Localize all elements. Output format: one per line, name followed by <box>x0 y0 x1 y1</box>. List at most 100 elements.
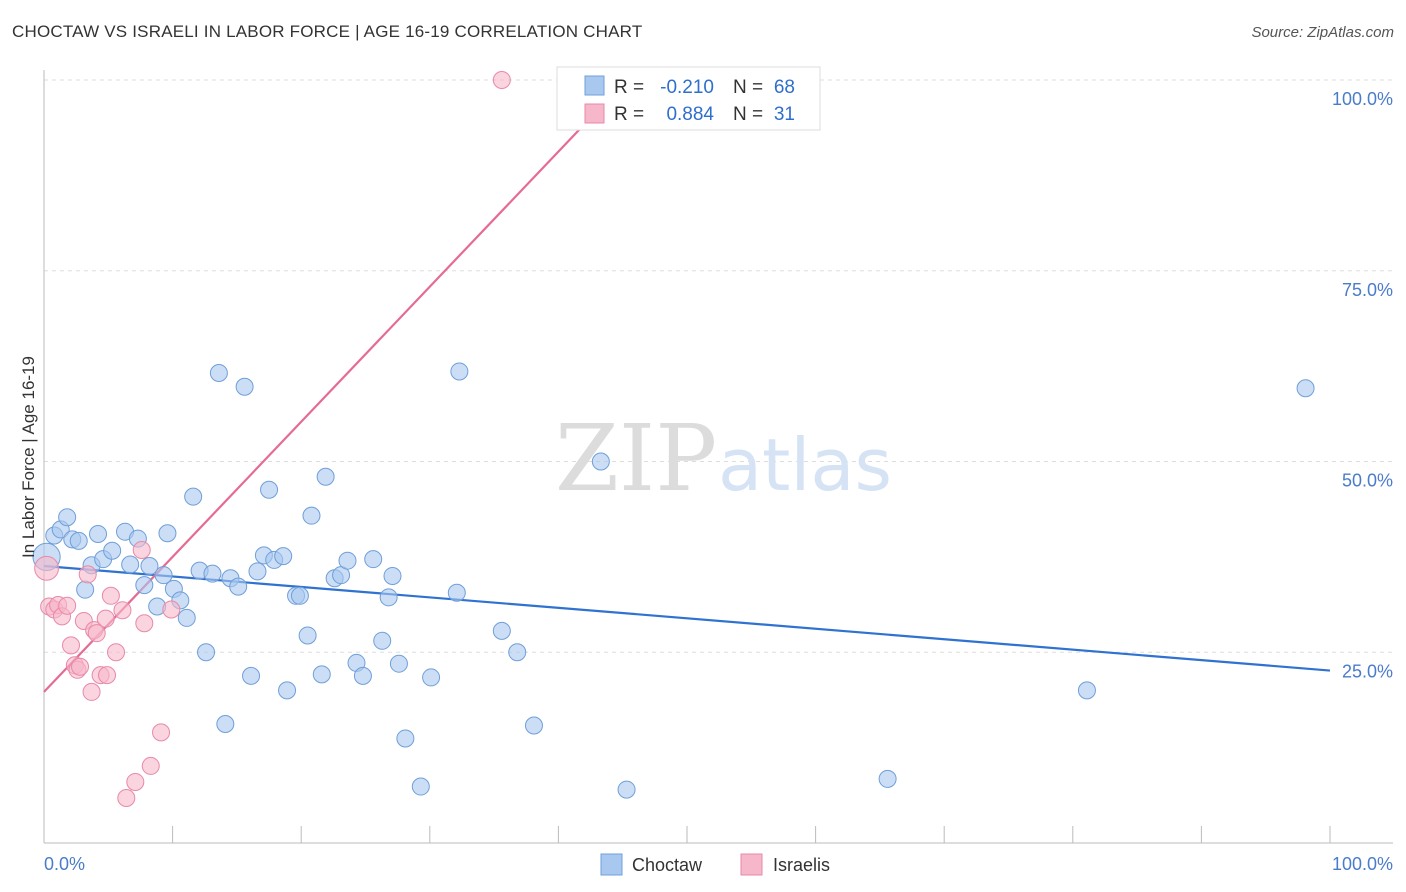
data-point-choctaw <box>447 583 466 602</box>
y-axis-label: In Labor Force | Age 16-19 <box>19 356 38 558</box>
data-point-israelis <box>71 657 90 676</box>
watermark-atlas: atlas <box>718 423 892 507</box>
legend-r-label-2: R = <box>614 104 644 125</box>
watermark-zip: ZIP <box>555 405 717 512</box>
data-point-choctaw <box>389 654 408 673</box>
data-point-choctaw <box>422 668 441 687</box>
data-point-choctaw <box>617 780 636 799</box>
data-point-choctaw <box>76 580 95 599</box>
x-tick-label-right: 100.0% <box>1332 854 1393 874</box>
data-point-choctaw <box>364 550 383 569</box>
data-point-choctaw <box>298 626 317 645</box>
legend-r-value-1: -0.210 <box>660 77 714 98</box>
data-point-choctaw <box>103 541 122 560</box>
watermark: ZIP atlas <box>555 405 892 512</box>
data-point-choctaw <box>235 377 254 396</box>
data-point-choctaw <box>248 562 267 581</box>
series-legend-swatch-israelis <box>740 853 763 876</box>
y-tick-label: 75.0% <box>1342 280 1393 300</box>
legend-box: R = -0.210 N = 68 R = 0.884 N = 31 <box>556 66 821 131</box>
data-point-israelis <box>34 555 59 581</box>
data-point-choctaw <box>383 566 402 585</box>
legend-n-label-2: N = <box>733 104 763 125</box>
trend-line-israelis <box>43 79 628 693</box>
data-point-choctaw <box>1077 681 1096 700</box>
data-point-israelis <box>135 614 154 633</box>
data-point-israelis <box>101 586 120 605</box>
data-point-choctaw <box>278 681 297 700</box>
data-point-choctaw <box>184 487 203 506</box>
y-tick-label: 50.0% <box>1342 471 1393 491</box>
series-legend-label-israelis: Israelis <box>773 855 830 875</box>
data-point-choctaw <box>450 362 469 381</box>
data-point-choctaw <box>158 524 177 543</box>
data-point-choctaw <box>353 666 372 685</box>
data-point-choctaw <box>1296 379 1315 398</box>
y-tick-label: 25.0% <box>1342 661 1393 681</box>
data-point-choctaw <box>197 643 216 662</box>
data-point-israelis <box>62 636 81 655</box>
data-point-choctaw <box>177 608 196 627</box>
x-tick-label-left: 0.0% <box>44 854 85 874</box>
data-point-choctaw <box>260 480 279 499</box>
data-point-israelis <box>152 723 171 742</box>
series-legend: Choctaw Israelis <box>600 853 830 876</box>
data-point-choctaw <box>58 508 77 527</box>
grid-lines <box>44 79 1393 653</box>
legend-swatch-israelis <box>584 103 605 124</box>
legend-swatch-choctaw <box>584 75 605 96</box>
axes <box>43 70 1393 844</box>
legend-r-label-1: R = <box>614 77 644 98</box>
data-point-israelis <box>126 772 145 791</box>
data-point-choctaw <box>121 555 140 574</box>
data-point-choctaw <box>492 621 511 640</box>
data-point-choctaw <box>140 557 159 576</box>
data-point-choctaw <box>69 531 88 550</box>
data-point-choctaw <box>203 564 222 583</box>
data-point-choctaw <box>89 524 108 543</box>
y-axis-tick-labels: 100.0% 75.0% 50.0% 25.0% <box>1332 89 1393 681</box>
data-points <box>32 71 1315 807</box>
data-point-israelis <box>113 601 132 620</box>
legend-r-value-2: 0.884 <box>666 104 714 125</box>
legend-n-value-1: 68 <box>774 77 795 98</box>
data-point-choctaw <box>242 666 261 685</box>
data-point-israelis <box>96 609 115 628</box>
data-point-choctaw <box>508 643 527 662</box>
data-point-israelis <box>117 788 136 807</box>
data-point-choctaw <box>591 452 610 471</box>
data-point-israelis <box>107 643 126 662</box>
data-point-israelis <box>492 71 511 89</box>
data-point-choctaw <box>373 631 392 650</box>
data-point-choctaw <box>229 577 248 596</box>
data-point-choctaw <box>878 769 897 788</box>
data-point-choctaw <box>154 566 173 585</box>
data-point-israelis <box>98 666 117 685</box>
data-point-choctaw <box>135 576 154 595</box>
trend-line-choctaw <box>43 564 1331 672</box>
data-point-choctaw <box>209 363 228 382</box>
data-point-choctaw <box>396 729 415 748</box>
data-point-choctaw <box>338 551 357 570</box>
data-point-israelis <box>78 565 97 584</box>
data-point-israelis <box>87 624 106 643</box>
chart-source: Source: ZipAtlas.com <box>1251 24 1394 41</box>
data-point-choctaw <box>302 506 321 525</box>
data-point-israelis <box>141 756 160 775</box>
data-point-choctaw <box>411 777 430 796</box>
series-legend-swatch-choctaw <box>600 853 623 876</box>
legend-n-label-1: N = <box>733 77 763 98</box>
data-point-israelis <box>82 682 101 701</box>
data-point-israelis <box>58 596 77 615</box>
data-point-choctaw <box>524 716 543 735</box>
data-point-choctaw <box>312 665 331 684</box>
data-point-choctaw <box>316 467 335 486</box>
data-point-choctaw <box>290 586 309 605</box>
y-tick-label: 100.0% <box>1332 89 1393 109</box>
chart-title: CHOCTAW VS ISRAELI IN LABOR FORCE | AGE … <box>12 22 643 41</box>
data-point-choctaw <box>216 714 235 733</box>
data-point-israelis <box>132 541 151 560</box>
legend-n-value-2: 31 <box>774 104 795 125</box>
series-legend-label-choctaw: Choctaw <box>632 855 703 875</box>
